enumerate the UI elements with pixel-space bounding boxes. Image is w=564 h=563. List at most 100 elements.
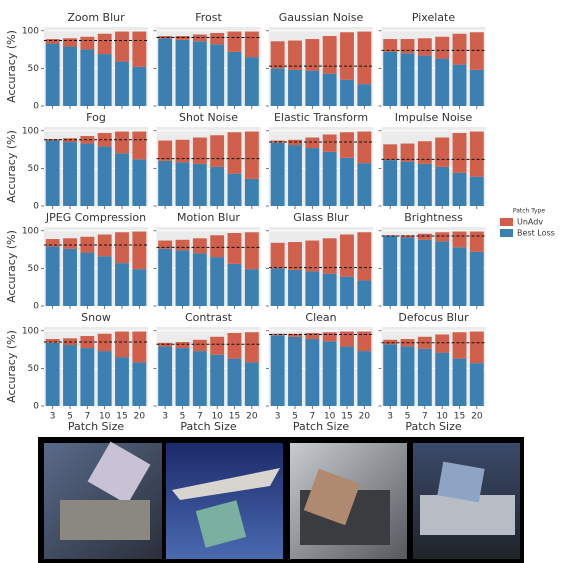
bar-segment: [45, 140, 60, 206]
chart-title: Impulse Noise: [395, 111, 473, 124]
y-tick-label: 50: [28, 264, 40, 274]
bar-segment: [227, 263, 242, 306]
bar-segment: [322, 273, 337, 306]
chart-title: Contrast: [185, 311, 233, 324]
bar-segment: [270, 68, 285, 106]
y-axis-label: Accuracy (%): [5, 30, 18, 103]
x-tick-label: 7: [309, 412, 315, 422]
chart-title: Pixelate: [412, 11, 455, 24]
x-tick-label: 10: [324, 412, 336, 422]
plot-background: [269, 227, 373, 306]
bar-segment: [244, 232, 259, 270]
bar-segment: [115, 131, 129, 154]
bar-segment: [469, 131, 484, 177]
x-tick-label: 15: [454, 412, 465, 422]
bar-segment: [357, 331, 372, 352]
bar-segment: [192, 163, 207, 206]
bar-segment: [158, 240, 173, 249]
x-axis-label: Patch Size: [405, 420, 462, 433]
bar-segment: [270, 140, 285, 143]
bar-segment: [192, 351, 207, 406]
chart-title: Fog: [86, 111, 106, 124]
bar-segment: [400, 346, 415, 406]
bar-segment: [192, 34, 207, 42]
bar-segment: [132, 31, 147, 67]
bar-segment: [469, 363, 484, 406]
bar-segment: [288, 333, 302, 337]
image-strip: [38, 437, 524, 563]
bar-segment: [383, 51, 398, 106]
bar-segment: [227, 31, 242, 52]
bar-segment: [270, 268, 285, 306]
patch: [195, 500, 247, 548]
x-tick-label: 20: [471, 412, 483, 422]
bar-segment: [383, 39, 398, 52]
patch: [87, 441, 151, 505]
bar-segment: [322, 238, 337, 274]
bar-segment: [132, 362, 147, 406]
y-tick-label: 100: [22, 26, 39, 36]
bar-segment: [469, 231, 484, 252]
plot-background: [381, 27, 486, 106]
image-detail: [420, 495, 515, 535]
y-axis-label: Accuracy (%): [5, 130, 18, 203]
bar-segment: [322, 151, 337, 206]
bar-segment: [270, 142, 285, 206]
x-tick-label: 5: [405, 412, 411, 422]
bar-segment: [45, 239, 60, 247]
bar-segment: [417, 336, 432, 349]
bar-segment: [288, 69, 302, 106]
bar-segment: [80, 348, 95, 406]
bar-segment: [305, 148, 320, 206]
bar-segment: [357, 232, 372, 281]
bar-segment: [383, 144, 398, 161]
y-tick-label: 0: [33, 302, 39, 312]
bar-segment: [80, 49, 95, 106]
bar-segment: [97, 351, 112, 406]
y-axis-label: Accuracy (%): [5, 230, 18, 303]
bar-segment: [244, 362, 259, 406]
bar-segment: [452, 332, 467, 359]
bar-segment: [227, 333, 242, 359]
bar-segment: [417, 38, 432, 56]
y-tick-label: 100: [22, 126, 39, 136]
bar-segment: [115, 331, 129, 358]
x-axis-label: Patch Size: [180, 420, 237, 433]
bar-segment: [288, 145, 302, 206]
bar-segment: [322, 36, 337, 74]
plot-background: [156, 27, 261, 106]
bar-segment: [80, 336, 95, 349]
bar-segment: [452, 172, 467, 206]
bar-segment: [63, 248, 77, 306]
bar-segment: [305, 339, 320, 406]
bar-segment: [357, 351, 372, 406]
bar-segment: [452, 133, 467, 173]
bar-segment: [452, 358, 467, 406]
bar-segment: [210, 33, 225, 45]
bar-segment: [435, 36, 450, 59]
bar-segment: [270, 333, 285, 336]
y-tick-label: 50: [28, 364, 40, 374]
legend-title: Patch Type: [513, 208, 545, 215]
plot-background: [156, 327, 261, 406]
bar-segment: [210, 257, 225, 306]
bar-segment: [383, 236, 398, 306]
bar-segment: [80, 252, 95, 306]
plot-background: [381, 227, 486, 306]
bar-segment: [383, 344, 398, 406]
bar-segment: [340, 157, 354, 206]
bar-segment: [357, 31, 372, 85]
bar-segment: [45, 139, 60, 141]
plot-background: [381, 327, 486, 406]
bar-segment: [340, 331, 354, 347]
bar-segment: [63, 46, 77, 106]
bar-segment: [175, 139, 190, 163]
bar-segment: [340, 32, 354, 80]
bar-segment: [244, 269, 259, 306]
bar-segment: [158, 346, 173, 406]
bar-segment: [305, 39, 320, 71]
x-tick-label: 5: [180, 412, 186, 422]
image-detail: [172, 468, 280, 500]
plot-background: [156, 227, 261, 306]
bar-segment: [270, 242, 285, 269]
